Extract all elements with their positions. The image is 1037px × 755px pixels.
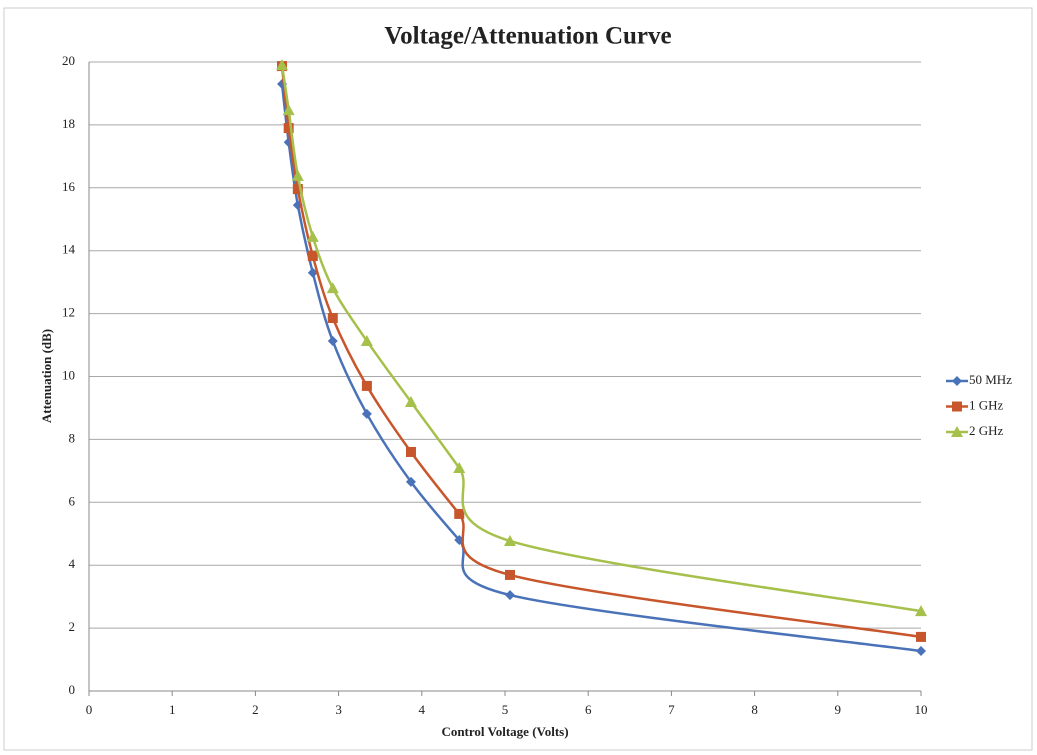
marker bbox=[291, 169, 304, 181]
marker bbox=[916, 631, 926, 642]
marker bbox=[915, 605, 927, 617]
marker bbox=[307, 267, 318, 278]
y-tick-label: 10 bbox=[62, 367, 75, 382]
x-axis-label: Control Voltage (Volts) bbox=[441, 724, 568, 739]
x-tick-label: 4 bbox=[419, 702, 426, 717]
legend-label: 2 GHz bbox=[969, 423, 1004, 438]
chart-title: Voltage/Attenuation Curve bbox=[384, 23, 671, 50]
y-tick-label: 12 bbox=[62, 305, 75, 320]
y-axis-label: Attenuation (dB) bbox=[39, 329, 54, 423]
marker bbox=[504, 569, 515, 580]
x-tick-label: 8 bbox=[751, 702, 758, 717]
x-tick-label: 10 bbox=[915, 702, 928, 717]
marker bbox=[404, 395, 417, 407]
y-tick-label: 8 bbox=[69, 430, 76, 445]
legend-label: 50 MHz bbox=[969, 372, 1012, 387]
marker bbox=[916, 646, 926, 657]
marker bbox=[327, 335, 338, 346]
x-tick-label: 9 bbox=[835, 702, 842, 717]
marker bbox=[503, 534, 516, 546]
x-tick-label: 1 bbox=[169, 702, 176, 717]
marker bbox=[283, 123, 294, 134]
marker bbox=[952, 376, 962, 386]
marker bbox=[276, 59, 289, 71]
marker bbox=[292, 184, 303, 195]
marker bbox=[405, 476, 416, 487]
marker bbox=[361, 380, 372, 391]
y-tick-label: 4 bbox=[69, 556, 76, 571]
x-tick-label: 0 bbox=[86, 702, 93, 717]
y-tick-label: 16 bbox=[62, 179, 76, 194]
y-tick-label: 20 bbox=[62, 53, 75, 68]
x-tick-label: 3 bbox=[335, 702, 342, 717]
x-tick-label: 5 bbox=[502, 702, 509, 717]
series-line bbox=[280, 64, 922, 613]
chart-border bbox=[3, 7, 1033, 751]
x-tick-label: 2 bbox=[252, 702, 259, 717]
marker bbox=[951, 426, 963, 437]
legend-label: 1 GHz bbox=[969, 397, 1004, 412]
y-tick-label: 2 bbox=[69, 619, 76, 634]
marker bbox=[306, 230, 319, 242]
marker bbox=[361, 408, 372, 419]
marker bbox=[282, 104, 295, 116]
marker bbox=[504, 590, 515, 601]
marker bbox=[454, 508, 465, 519]
y-tick-label: 0 bbox=[69, 682, 76, 697]
y-tick-label: 18 bbox=[62, 116, 75, 131]
marker bbox=[326, 282, 339, 294]
marker bbox=[405, 446, 416, 457]
marker bbox=[327, 313, 338, 324]
marker bbox=[360, 334, 373, 346]
marker bbox=[307, 251, 318, 262]
y-tick-label: 14 bbox=[62, 242, 76, 257]
marker bbox=[952, 401, 962, 412]
x-tick-label: 6 bbox=[585, 702, 592, 717]
x-tick-label: 7 bbox=[668, 702, 675, 717]
marker bbox=[453, 462, 466, 474]
y-tick-label: 6 bbox=[69, 493, 76, 508]
